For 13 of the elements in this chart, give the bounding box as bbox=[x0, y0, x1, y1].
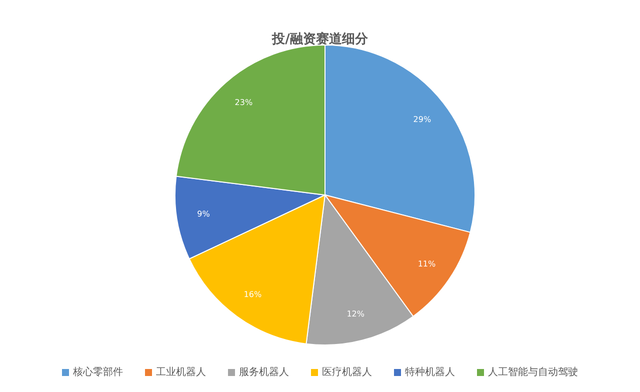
legend-label: 人工智能与自动驾驶 bbox=[487, 366, 578, 379]
data-label: 29% bbox=[413, 115, 432, 124]
legend-label: 核心零部件 bbox=[72, 366, 123, 379]
legend-label: 医疗机器人 bbox=[321, 366, 372, 379]
data-label: 9% bbox=[197, 210, 210, 219]
data-label: 11% bbox=[418, 260, 436, 269]
legend-label: 特种机器人 bbox=[404, 366, 455, 379]
data-label: 23% bbox=[234, 98, 253, 108]
legend-label: 工业机器人 bbox=[155, 366, 206, 379]
data-label: 12% bbox=[346, 310, 365, 319]
data-label: 16% bbox=[244, 290, 262, 300]
legend-label: 服务机器人 bbox=[238, 366, 289, 379]
chart-title: 投/融资赛道细分 bbox=[270, 30, 369, 48]
